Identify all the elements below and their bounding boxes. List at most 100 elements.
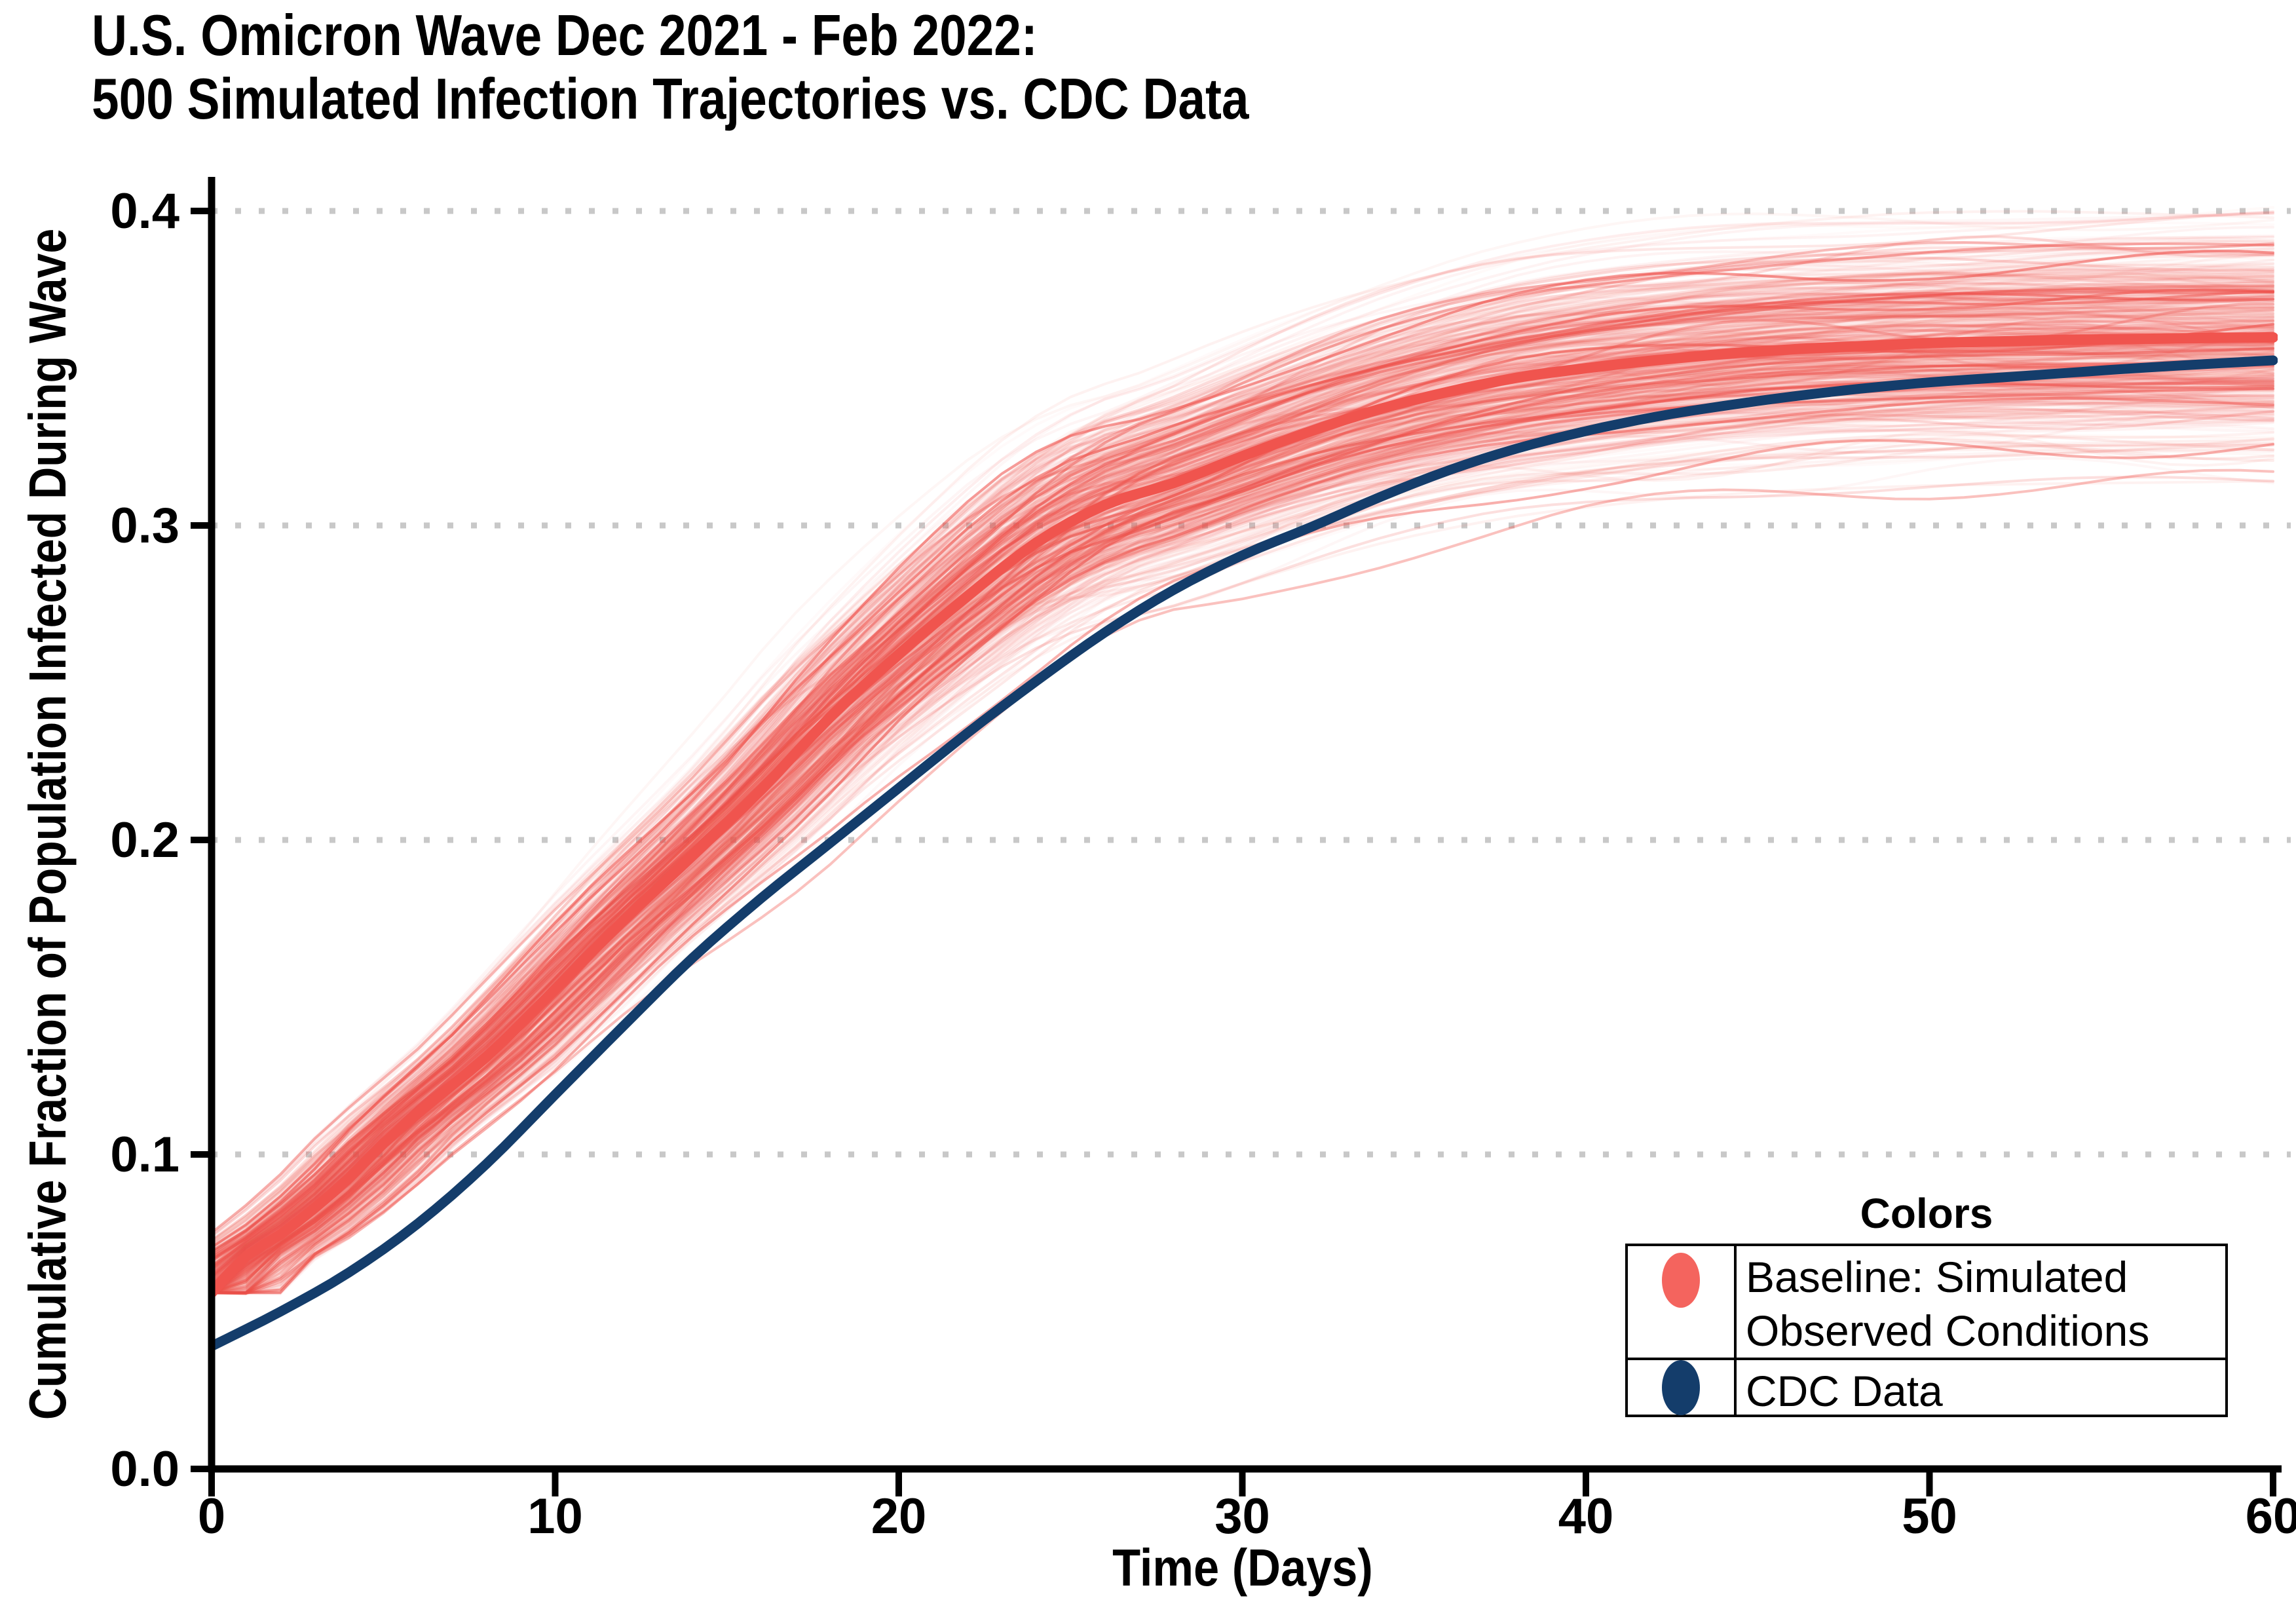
legend-label-cdc: CDC Data xyxy=(1746,1367,1943,1415)
ensemble-trajectory xyxy=(213,288,2274,1295)
ensemble-trajectory xyxy=(213,353,2274,1295)
x-tick-label: 40 xyxy=(1558,1489,1614,1544)
ensemble-trajectory xyxy=(213,250,2274,1237)
ensemble-trajectory xyxy=(213,342,2274,1295)
ensemble-trajectory xyxy=(213,364,2274,1294)
ensemble-trajectory xyxy=(213,408,2274,1294)
ensemble-trajectory xyxy=(213,444,2274,1277)
ensemble-trajectory xyxy=(213,373,2274,1295)
ensemble-trajectory xyxy=(213,332,2274,1270)
legend-label-baseline: Baseline: Simulated Observed Conditions xyxy=(1746,1253,2150,1355)
ensemble-trajectory xyxy=(213,307,2274,1294)
ensemble-trajectory xyxy=(213,395,2274,1294)
ensemble-trajectory xyxy=(213,393,2274,1291)
ensemble-trajectory xyxy=(213,288,2274,1253)
ensemble-trajectory xyxy=(213,366,2274,1295)
ensemble-trajectory xyxy=(213,343,2274,1245)
ensemble-trajectory xyxy=(213,405,2274,1295)
ensemble-trajectory xyxy=(213,350,2274,1295)
ensemble-trajectory xyxy=(213,315,2274,1272)
ensemble-trajectory xyxy=(213,318,2274,1266)
baseline-mean-line xyxy=(213,332,2278,1298)
ensemble-trajectory xyxy=(213,362,2274,1262)
ensemble-trajectory xyxy=(213,268,2274,1245)
ensemble-trajectory xyxy=(213,298,2274,1262)
ensemble-trajectory xyxy=(213,249,2274,1254)
ensemble-trajectory xyxy=(212,440,2273,1293)
ensemble-trajectory xyxy=(213,349,2274,1294)
y-axis-title: Cumulative Fraction of Population Infect… xyxy=(18,229,77,1420)
ensemble-trajectory xyxy=(213,404,2274,1284)
ensemble-trajectory xyxy=(213,360,2274,1294)
ensemble-trajectory xyxy=(213,322,2274,1271)
ensemble-trajectory xyxy=(213,266,2274,1294)
ensemble-trajectory xyxy=(213,320,2274,1266)
legend-marker-baseline-icon xyxy=(1662,1253,1700,1308)
x-tick-label: 30 xyxy=(1214,1489,1270,1544)
ensemble-trajectory xyxy=(213,326,2274,1277)
ensemble-trajectory xyxy=(213,358,2274,1294)
ensemble-trajectory xyxy=(213,391,2274,1294)
ensemble-trajectory xyxy=(213,390,2274,1294)
ensemble-trajectory xyxy=(213,335,2274,1295)
ensemble-trajectory xyxy=(213,355,2274,1294)
ensemble-trajectory xyxy=(213,290,2274,1270)
ensemble-trajectory xyxy=(213,352,2274,1294)
ensemble-trajectory xyxy=(213,368,2274,1294)
ensemble-trajectory xyxy=(213,285,2274,1254)
cdc-data-line xyxy=(213,355,2278,1352)
ensemble-trajectory xyxy=(213,334,2274,1259)
ensemble-trajectory xyxy=(213,250,2274,1257)
ensemble-trajectory xyxy=(213,331,2274,1295)
tick-marks xyxy=(191,208,2276,1496)
ensemble-trajectory xyxy=(213,450,2274,1243)
chart-title-line1: U.S. Omicron Wave Dec 2021 - Feb 2022: xyxy=(92,3,1038,67)
ensemble-trajectory xyxy=(213,380,2274,1294)
ensemble-trajectory xyxy=(213,412,2274,1294)
ensemble-trajectory xyxy=(213,366,2274,1261)
ensemble-trajectory xyxy=(213,411,2274,1294)
ensemble-trajectory xyxy=(213,400,2274,1242)
ensemble-trajectory xyxy=(213,278,2274,1295)
ensemble-trajectory xyxy=(213,439,2274,1295)
ensemble-trajectory xyxy=(213,362,2274,1294)
legend-box: Baseline: Simulated Observed Conditions … xyxy=(1625,1244,2228,1417)
ensemble-trajectory xyxy=(213,247,2274,1295)
ensemble-trajectory xyxy=(213,480,2274,1294)
ensemble-trajectory xyxy=(213,292,2274,1268)
ensemble-trajectory xyxy=(213,305,2274,1263)
x-axis-title: Time (Days) xyxy=(1112,1538,1373,1597)
ensemble-trajectory xyxy=(213,421,2274,1294)
ensemble-trajectory xyxy=(213,292,2274,1284)
ensemble-trajectory xyxy=(213,325,2274,1295)
y-tick-label: 0.4 xyxy=(110,183,179,239)
ensemble-trajectory xyxy=(213,281,2274,1255)
ensemble-trajectory xyxy=(213,409,2274,1279)
ensemble-trajectory xyxy=(213,440,2274,1294)
ensemble-trajectory xyxy=(213,377,2274,1294)
x-tick-label: 60 xyxy=(2246,1489,2296,1544)
ensemble-trajectory xyxy=(213,345,2274,1295)
ensemble-trajectory xyxy=(213,341,2274,1259)
ensemble-trajectory xyxy=(213,295,2274,1287)
ensemble-trajectory xyxy=(213,252,2274,1289)
ensemble-trajectory xyxy=(213,359,2274,1269)
ensemble-trajectory xyxy=(213,240,2274,1294)
ensemble-trajectory xyxy=(213,394,2274,1294)
ensemble-trajectory xyxy=(213,413,2274,1295)
y-tick-label: 0.2 xyxy=(110,812,179,868)
ensemble-trajectory xyxy=(213,309,2274,1287)
ensemble-trajectory xyxy=(213,387,2274,1261)
gridlines xyxy=(212,208,2291,1158)
ensemble-trajectory xyxy=(213,380,2274,1295)
ensemble-trajectory xyxy=(213,276,2274,1245)
ensemble-trajectory xyxy=(213,306,2274,1262)
chart-title-line2: 500 Simulated Infection Trajectories vs.… xyxy=(92,67,1249,131)
ensemble-trajectory xyxy=(213,416,2274,1291)
ensemble-trajectory xyxy=(213,299,2274,1295)
ensemble-trajectory xyxy=(213,468,2274,1295)
ensemble-trajectory xyxy=(213,409,2274,1294)
ensemble-trajectory xyxy=(213,293,2274,1287)
